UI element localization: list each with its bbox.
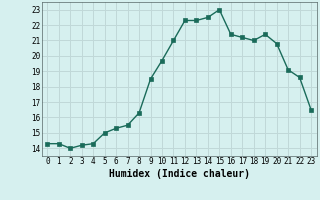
X-axis label: Humidex (Indice chaleur): Humidex (Indice chaleur) [109, 169, 250, 179]
